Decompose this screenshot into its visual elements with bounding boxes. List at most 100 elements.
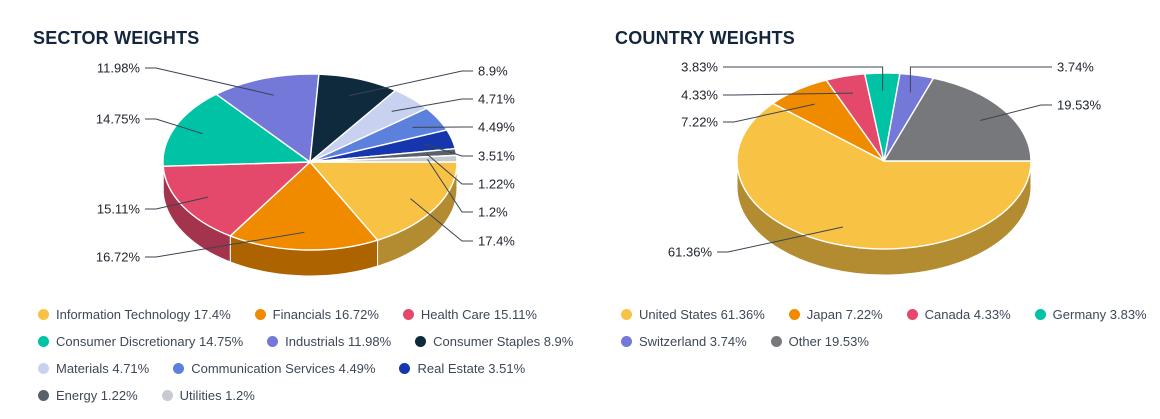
legend-item-information-technology[interactable]: Information Technology 17.4%: [38, 307, 231, 322]
legend-dot: [621, 336, 632, 347]
slice-value-label-consumer-discretionary: 14.75%: [96, 112, 141, 127]
country-weights-title: COUNTRY WEIGHTS: [615, 27, 796, 48]
label-connector-japan: [723, 103, 815, 123]
slice-information-technology[interactable]: [309, 161, 458, 241]
legend-dot: [173, 363, 185, 374]
legend-label: Canada 4.33%: [924, 307, 1011, 322]
legend-dot: [1034, 309, 1046, 320]
legend-dot: [788, 309, 800, 320]
slice-other[interactable]: [883, 77, 1032, 162]
label-connector-real-estate: [423, 143, 473, 157]
legend-label: Consumer Discretionary 14.75%: [56, 334, 244, 349]
label-connector-materials: [391, 98, 473, 112]
legend-item-materials[interactable]: Materials 4.71%: [38, 361, 149, 376]
slice-value-label-communication-services: 4.49%: [478, 120, 515, 135]
legend-dot: [415, 336, 427, 347]
legend-row: Energy 1.22% Utilities 1.2%: [38, 382, 583, 409]
legend-item-real-estate[interactable]: Real Estate 3.51%: [399, 361, 525, 376]
legend-item-japan[interactable]: Japan 7.22%: [788, 307, 883, 322]
legend-dot: [267, 336, 279, 347]
legend-dot: [38, 390, 49, 401]
label-connector-canada: [723, 92, 853, 96]
legend-item-other[interactable]: Other 19.53%: [770, 334, 869, 349]
slice-value-label-other: 19.53%: [1057, 98, 1102, 113]
slice-utilities[interactable]: [309, 154, 458, 163]
legend-row: Consumer Discretionary 14.75% Industrials…: [38, 328, 583, 355]
legend-label: Real Estate 3.51%: [417, 361, 526, 376]
slice-value-label-materials: 4.71%: [478, 92, 515, 107]
legend-item-consumer-discretionary[interactable]: Consumer Discretionary 14.75%: [38, 334, 243, 349]
label-connector-switzerland: [909, 66, 1052, 93]
legend-row: Materials 4.71% Communication Services 4.…: [38, 355, 583, 382]
label-connector-financials: [145, 231, 305, 258]
legend-label: Energy 1.22%: [56, 388, 138, 403]
label-connector-consumer-staples: [349, 70, 473, 97]
label-connector-utilities: [427, 159, 473, 213]
legend-label: Other 19.53%: [788, 334, 869, 349]
slice-value-label-information-technology: 17.4%: [478, 234, 515, 249]
legend-label: Germany 3.83%: [1052, 307, 1147, 322]
slice-value-label-health-care: 15.11%: [97, 202, 141, 217]
slice-financials[interactable]: [229, 161, 379, 251]
slice-value-label-energy: 1.22%: [478, 177, 515, 192]
legend-item-united-states[interactable]: United States 61.36%: [621, 307, 765, 322]
slice-consumer-staples[interactable]: [309, 73, 397, 163]
legend-label: Switzerland 3.74%: [639, 334, 747, 349]
legend-item-communication-services[interactable]: Communication Services 4.49%: [173, 361, 375, 376]
slice-value-label-united-states: 61.36%: [668, 245, 713, 260]
slice-value-label-canada: 4.33%: [681, 88, 718, 103]
legend-dot: [906, 309, 918, 320]
legend-item-switzerland[interactable]: Switzerland 3.74%: [621, 334, 747, 349]
slice-industrials[interactable]: [215, 73, 320, 163]
legend-row: United States 61.36% Japan 7.22% Canada 4.…: [621, 301, 1151, 328]
label-connector-germany: [723, 66, 884, 91]
legend-dot: [38, 309, 49, 320]
legend-dot: [254, 309, 266, 320]
legend-item-consumer-staples[interactable]: Consumer Staples 8.9%: [415, 334, 573, 349]
slice-united-states[interactable]: [736, 102, 1032, 250]
slice-consumer-discretionary[interactable]: [162, 93, 311, 167]
legend-item-energy[interactable]: Energy 1.22%: [38, 388, 138, 403]
legend-label: Utilities 1.2%: [179, 388, 255, 403]
slice-value-label-utilities: 1.2%: [478, 205, 508, 220]
legend-item-industrials[interactable]: Industrials 11.98%: [267, 334, 391, 349]
pie-charts-canvas: 17.4% 16.72% 15.11% 14.75% 11.98% 8.9% 4.71% 4.…: [96, 60, 1102, 277]
legend-item-utilities[interactable]: Utilities 1.2%: [161, 388, 255, 403]
label-connector-industrials: [145, 67, 274, 96]
slice-value-label-japan: 7.22%: [681, 115, 718, 130]
legend-label: Consumer Staples 8.9%: [433, 334, 574, 349]
legend-dot: [402, 309, 414, 320]
label-connector-other: [980, 104, 1052, 121]
legend-label: Industrials 11.98%: [285, 334, 392, 349]
legend-dot: [38, 336, 49, 347]
legend-label: Health Care 15.11%: [420, 307, 537, 322]
legend-row: Switzerland 3.74% Other 19.53%: [621, 328, 1151, 355]
legend-dot: [621, 309, 632, 320]
sector-weights-title: SECTOR WEIGHTS: [33, 27, 200, 48]
slice-value-label-financials: 16.72%: [96, 250, 141, 265]
legend-label: Information Technology 17.4%: [56, 307, 231, 322]
legend-row: Information Technology 17.4% Financials 1…: [38, 301, 583, 328]
legend-item-germany[interactable]: Germany 3.83%: [1034, 307, 1147, 322]
legend-dot: [38, 363, 49, 374]
slice-value-label-consumer-staples: 8.9%: [478, 64, 508, 79]
legend-item-canada[interactable]: Canada 4.33%: [906, 307, 1011, 322]
legend-dot: [399, 363, 411, 374]
label-connector-health-care: [145, 196, 209, 210]
slice-value-label-germany: 3.83%: [681, 60, 718, 75]
country-weights-legend: United States 61.36% Japan 7.22% Canada 4.…: [621, 301, 1151, 355]
label-connector-consumer-discretionary: [145, 118, 203, 135]
legend-dot: [161, 390, 173, 401]
legend-label: Financials 16.72%: [272, 307, 379, 322]
slice-value-label-switzerland: 3.74%: [1057, 60, 1094, 75]
slice-health-care[interactable]: [162, 161, 311, 237]
legend-item-financials[interactable]: Financials 16.72%: [254, 307, 379, 322]
label-connector-energy: [426, 153, 473, 185]
legend-label: United States 61.36%: [639, 307, 765, 322]
legend-label: Materials 4.71%: [56, 361, 150, 376]
slice-value-label-real-estate: 3.51%: [478, 149, 515, 164]
legend-label: Japan 7.22%: [806, 307, 883, 322]
sector-weights-legend: Information Technology 17.4% Financials 1…: [38, 301, 583, 409]
legend-item-health-care[interactable]: Health Care 15.11%: [402, 307, 537, 322]
